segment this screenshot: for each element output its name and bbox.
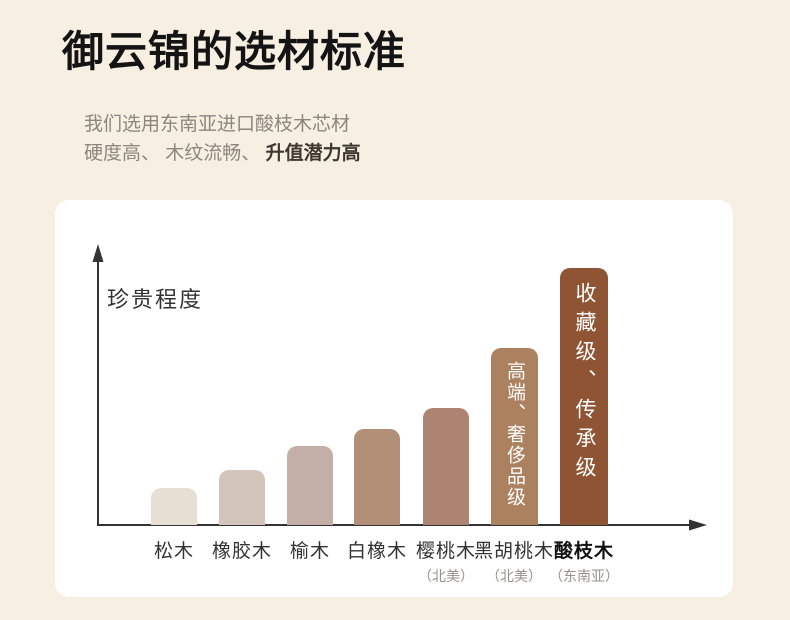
y-axis-arrow-icon: [92, 244, 104, 262]
x-tick-label-main: 樱桃木: [415, 541, 477, 562]
x-tick-label-main: 黑胡桃木: [473, 541, 555, 562]
bar-rosewood: 收藏级、传承级: [560, 268, 608, 525]
subtitle-line1: 我们选用东南亚进口酸枝木芯材: [84, 114, 351, 135]
y-axis-label: 珍贵程度: [107, 287, 204, 312]
x-tick-label-rubberwood: 橡胶木: [212, 536, 272, 563]
x-tick-label-main: 松木: [153, 541, 195, 562]
x-tick-label-sub: （东南亚）: [549, 568, 619, 584]
bar-cherry: [423, 408, 469, 525]
bar-pine: [151, 488, 197, 525]
x-tick-label-white-oak: 白橡木: [347, 536, 407, 563]
subtitle: 我们选用东南亚进口酸枝木芯材 硬度高、 木纹流畅、 升值潜力高: [84, 110, 361, 168]
x-axis-arrow-icon: [689, 519, 707, 531]
chart-card: 珍贵程度 高端、奢侈品级 收藏级、传承级 松木 橡胶木 榆木 白橡木 樱桃木 （…: [55, 200, 733, 597]
x-tick-label-main: 榆木: [289, 541, 331, 562]
bar-black-walnut: 高端、奢侈品级: [491, 348, 538, 525]
bar-annotation-black-walnut: 高端、奢侈品级: [504, 361, 525, 508]
x-tick-label-main: 橡胶木: [211, 541, 273, 562]
x-tick-label-sub: （北美）: [485, 568, 542, 584]
x-tick-label-main: 白橡木: [346, 541, 408, 562]
bar-elm: [287, 446, 333, 525]
bar-white-oak: [354, 429, 400, 525]
chart-axes: [92, 244, 707, 531]
x-tick-label-cherry: 樱桃木 （北美）: [416, 536, 476, 586]
subtitle-line2-bold: 升值潜力高: [265, 143, 361, 164]
subtitle-line2-normal: 硬度高、 木纹流畅、: [84, 143, 266, 164]
subtitle-line2: 硬度高、 木纹流畅、 升值潜力高: [84, 139, 361, 168]
bar-annotation-rosewood: 收藏级、传承级: [573, 282, 596, 485]
bar-rubberwood: [219, 470, 265, 525]
x-tick-label-pine: 松木: [154, 536, 194, 563]
x-tick-label-elm: 榆木: [290, 536, 330, 563]
x-tick-label-rosewood: 酸枝木 （东南亚）: [549, 536, 619, 586]
x-tick-label-main: 酸枝木: [553, 541, 614, 562]
x-tick-label-sub: （北美）: [417, 568, 474, 584]
page-title: 御云锦的选材标准: [62, 28, 407, 75]
x-tick-label-black-walnut: 黑胡桃木 （北美）: [474, 536, 554, 586]
